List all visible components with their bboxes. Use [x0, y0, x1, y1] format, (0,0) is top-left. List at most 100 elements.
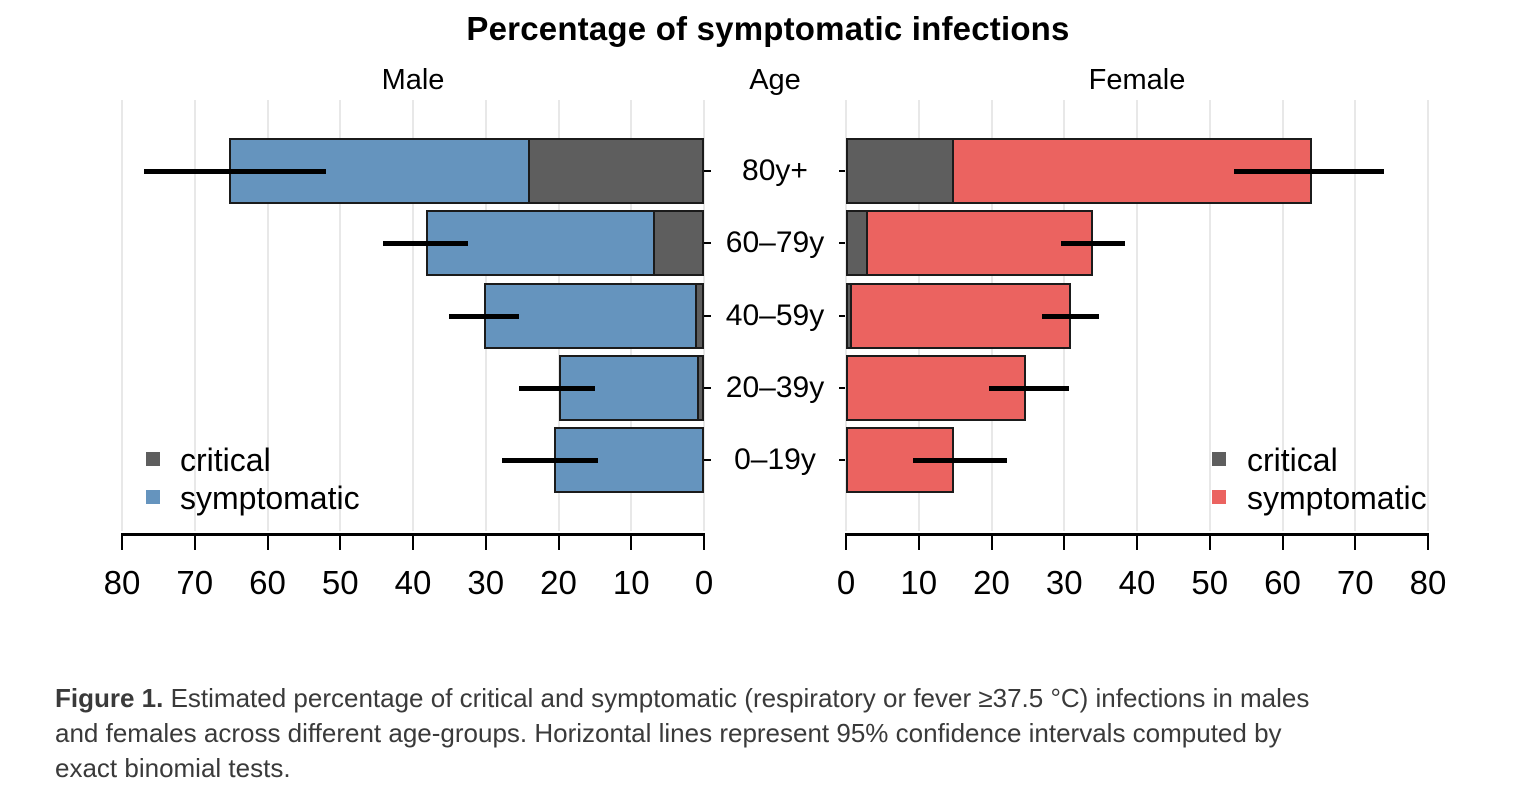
gridline-60	[266, 100, 269, 531]
x-axis-tick-80	[1427, 533, 1429, 550]
female-ci-80y+	[1234, 168, 1385, 174]
caption-line-1-text: Estimated percentage of critical and sym…	[163, 683, 1310, 713]
x-axis-tick-label-60: 60	[249, 564, 286, 601]
female-row-tick-40–59y	[839, 315, 846, 317]
male-critical-segment-80y+	[528, 140, 702, 202]
male-ci-0–19y	[502, 457, 599, 463]
x-axis-tick-label-50: 50	[321, 564, 359, 601]
x-axis-tick-40	[412, 533, 414, 550]
male-row-tick-0–19y	[704, 459, 711, 461]
x-axis-tick-70	[193, 533, 196, 550]
x-axis-tick-60	[266, 533, 269, 550]
female-row-tick-80y+	[839, 170, 846, 172]
x-axis-tick-10	[917, 533, 920, 550]
caption-figure-label: Figure 1.	[55, 683, 164, 713]
x-axis-tick-label-20: 20	[540, 564, 577, 601]
x-axis-tick-80	[121, 533, 123, 550]
female-legend-critical-swatch	[1212, 452, 1226, 466]
age-axis-column: 80y+ 60–79y 40–59y 20–39y 0–19y	[704, 100, 846, 533]
male-critical-segment-20–39y	[696, 357, 702, 419]
x-axis-tick-50	[339, 533, 342, 550]
x-axis-tick-0	[703, 533, 705, 550]
age-column-header: Age	[749, 64, 801, 96]
caption-line-2: and females across different age-groups.…	[55, 718, 1282, 748]
male-ci-80y+	[143, 168, 326, 174]
female-ci-20–39y	[988, 385, 1069, 391]
female-row-tick-20–39y	[839, 387, 846, 389]
female-critical-segment-80y+	[848, 140, 955, 202]
gridline-70	[193, 100, 196, 531]
x-axis-tick-label-0: 0	[694, 564, 714, 601]
female-legend-symptomatic-label: symptomatic	[1247, 480, 1427, 516]
male-column-header: Male	[381, 64, 445, 96]
figure-caption: Figure 1. Estimated percentage of critic…	[55, 681, 1505, 786]
x-axis-tick-label-40: 40	[1118, 564, 1156, 601]
male-row-tick-60–79y	[704, 242, 711, 244]
x-axis-tick-60	[1281, 533, 1284, 550]
x-axis-tick-label-80: 80	[103, 564, 141, 601]
male-legend-symptomatic-label: symptomatic	[180, 480, 360, 516]
male-legend-critical-label: critical	[180, 442, 271, 478]
female-legend-critical-label: critical	[1247, 442, 1338, 478]
female-ci-0–19y	[912, 457, 1007, 463]
male-bar-60–79y	[426, 210, 704, 276]
x-axis-tick-40	[1136, 533, 1138, 550]
x-axis-tick-label-10: 10	[612, 564, 650, 601]
male-ci-40–59y	[449, 313, 520, 319]
male-ci-60–79y	[383, 240, 468, 246]
x-axis-tick-70	[1354, 533, 1357, 550]
chart-title: Percentage of symptomatic infections	[466, 10, 1070, 47]
male-bar-40–59y	[484, 283, 704, 349]
gridline-80	[121, 100, 123, 531]
age-group-label-0–19y: 0–19y	[734, 443, 816, 476]
x-axis-tick-label-40: 40	[394, 564, 432, 601]
male-bar-80y+	[228, 138, 704, 204]
age-group-label-80y+: 80y+	[742, 154, 808, 187]
age-group-label-60–79y: 60–79y	[725, 226, 825, 259]
male-critical-segment-60–79y	[653, 212, 702, 274]
gridline-50	[1208, 100, 1211, 531]
female-bar-40–59y	[846, 283, 1071, 349]
gridline-70	[1354, 100, 1357, 531]
x-axis-tick-label-50: 50	[1191, 564, 1229, 601]
female-row-tick-60–79y	[839, 242, 846, 244]
male-ci-20–39y	[519, 385, 595, 391]
x-axis-tick-20	[990, 533, 993, 550]
female-panel: 0 10 20 30 40 50 60 70 80	[837, 100, 1446, 600]
female-row-tick-0–19y	[839, 459, 846, 461]
x-axis-tick-label-70: 70	[176, 564, 214, 601]
x-axis-tick-30	[484, 533, 487, 550]
male-row-tick-80y+	[704, 170, 711, 172]
caption-line-1: Figure 1. Estimated percentage of critic…	[55, 681, 1505, 716]
male-legend-critical-swatch	[146, 452, 160, 466]
x-axis-tick-label-70: 70	[1336, 564, 1374, 601]
male-critical-segment-40–59y	[695, 285, 702, 347]
female-critical-segment-40–59y	[848, 285, 852, 347]
x-axis-tick-10	[630, 533, 633, 550]
x-axis-tick-label-30: 30	[1045, 564, 1083, 601]
female-legend-symptomatic-swatch	[1212, 490, 1226, 504]
x-axis-tick-label-0: 0	[836, 564, 856, 601]
x-axis-tick-30	[1063, 533, 1066, 550]
age-group-label-40–59y: 40–59y	[725, 299, 825, 332]
x-axis-tick-label-60: 60	[1264, 564, 1301, 601]
x-axis-tick-0	[845, 533, 847, 550]
age-group-label-20–39y: 20–39y	[725, 371, 825, 404]
x-axis-tick-label-10: 10	[900, 564, 938, 601]
female-column-header: Female	[1088, 64, 1186, 96]
gridline-80	[1427, 100, 1429, 531]
x-axis-tick-20	[557, 533, 560, 550]
male-row-tick-40–59y	[704, 315, 711, 317]
gridline-50	[339, 100, 342, 531]
gridline-40	[1136, 100, 1138, 531]
x-axis-tick-50	[1208, 533, 1211, 550]
male-row-tick-20–39y	[704, 387, 711, 389]
caption-line-3: exact binomial tests.	[55, 753, 291, 783]
gridline-40	[412, 100, 414, 531]
x-axis-tick-label-20: 20	[973, 564, 1010, 601]
gridline-60	[1281, 100, 1284, 531]
male-panel: 0 10 20 30 40 50 60 70 80	[104, 100, 713, 600]
male-legend-symptomatic-swatch	[146, 490, 160, 504]
x-axis-tick-label-30: 30	[467, 564, 505, 601]
